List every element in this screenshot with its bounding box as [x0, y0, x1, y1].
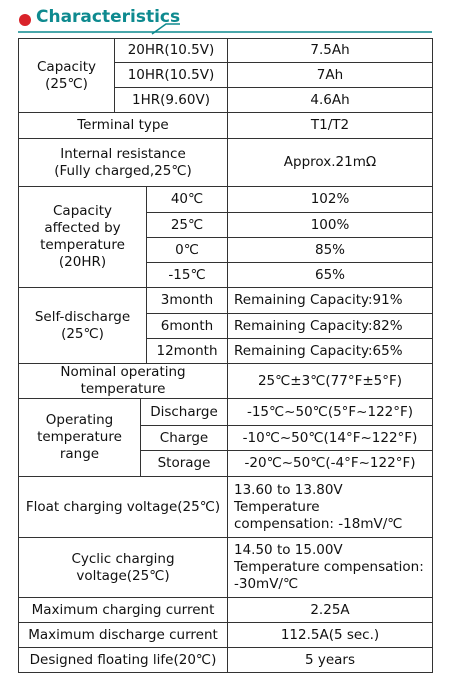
- cell-text: compensation: -18mV/℃: [234, 515, 403, 532]
- cell-text: Operating: [45, 412, 114, 428]
- value: 4.6Ah: [227, 87, 433, 113]
- cell-text: affected by: [44, 220, 121, 236]
- cell-text: Maximum discharge current: [28, 626, 218, 643]
- value: Remaining Capacity:91%: [227, 287, 433, 314]
- value: 65%: [227, 262, 433, 288]
- value: 102%: [227, 186, 433, 213]
- cell-text: (20HR): [58, 254, 107, 270]
- sub-label: 6month: [146, 313, 228, 339]
- cell-text: Capacity: [37, 58, 96, 75]
- section-label: Maximum discharge current: [18, 622, 228, 648]
- title: Characteristics: [36, 7, 181, 27]
- cell-text: (25℃): [61, 325, 104, 342]
- value: 7.5Ah: [227, 38, 433, 63]
- cell-text: Float charging voltage(25℃): [25, 498, 221, 515]
- cell-text: Terminal type: [77, 117, 169, 133]
- value: Approx.21mΩ: [227, 138, 433, 187]
- value: 14.50 to 15.00V Temperature compensation:…: [227, 537, 433, 598]
- cell-text: Nominal operating: [60, 364, 186, 380]
- value: -10℃~50℃(14°F~122°F): [227, 425, 433, 451]
- cell-text: 5 years: [304, 651, 356, 668]
- sub-label: 3month: [146, 287, 228, 314]
- bullet: [19, 14, 31, 26]
- section-label: Capacity affected by temperature (20HR): [18, 186, 147, 288]
- cell-text: T1/T2: [310, 117, 350, 133]
- value: 100%: [227, 212, 433, 238]
- section-label: Designed floating life(20℃): [18, 647, 228, 673]
- section-label: Operating temperature range: [18, 398, 141, 477]
- cell-text: 14.50 to 15.00V: [234, 542, 343, 558]
- sub-label: 10HR(10.5V): [114, 62, 228, 88]
- cell-text: Maximum charging current: [31, 601, 215, 618]
- sub-label: 40℃: [146, 186, 228, 213]
- value: 2.25A: [227, 597, 433, 623]
- value: Remaining Capacity:82%: [227, 313, 433, 339]
- section-label: Maximum charging current: [18, 597, 228, 623]
- sub-label: 12month: [146, 338, 228, 364]
- section-label: Terminal type: [18, 112, 228, 139]
- value: -20℃~50℃(-4°F~122°F): [227, 450, 433, 477]
- cell-text: Capacity: [53, 203, 112, 219]
- cell-text: 2.25A: [310, 601, 350, 618]
- underline-notch: [151, 23, 180, 35]
- value: 85%: [227, 237, 433, 263]
- cell-text: 13.60 to 13.80V Temperature: [234, 481, 343, 515]
- sub-label: 1HR(9.60V): [114, 87, 228, 113]
- section-label: Nominal operating temperature: [18, 363, 228, 399]
- cell-text: 112.5A(5 sec.): [280, 626, 380, 643]
- cell-text: range: [59, 446, 100, 462]
- cell-text: (Fully charged,25℃): [54, 162, 192, 179]
- cell-text: temperature: [80, 381, 166, 397]
- header-decoration: [18, 14, 432, 35]
- sub-label: 20HR(10.5V): [114, 38, 228, 63]
- value: 25℃±3℃(77°F±5°F): [227, 363, 433, 399]
- cell-text: Temperature compensation:: [234, 559, 424, 575]
- value: 112.5A(5 sec.): [227, 622, 433, 648]
- value: Remaining Capacity:65%: [227, 338, 433, 364]
- sub-label: Discharge: [140, 398, 228, 426]
- sub-label: Charge: [140, 425, 228, 451]
- cell-text: 25℃±3℃(77°F±5°F): [257, 372, 403, 389]
- cell-text: (25℃): [45, 75, 88, 92]
- value: -15℃~50℃(5°F~122°F): [227, 398, 433, 426]
- sub-label: Storage: [140, 450, 228, 477]
- section-label: Cyclic charging voltage(25℃): [18, 537, 228, 598]
- value: 13.60 to 13.80V Temperature compensation:…: [227, 476, 433, 538]
- sub-label: -15℃: [146, 262, 228, 288]
- cell-text: temperature: [40, 237, 125, 253]
- section-label: Capacity (25℃): [18, 38, 115, 113]
- cell-text: Approx.21mΩ: [283, 154, 377, 170]
- sub-label: 25℃: [146, 212, 228, 238]
- section-label: Float charging voltage(25℃): [18, 476, 228, 538]
- cell-text: Internal resistance: [60, 145, 186, 162]
- cell-text: Designed floating life(20℃): [29, 651, 217, 668]
- cell-text: -30mV/℃: [234, 576, 299, 592]
- value: 5 years: [227, 647, 433, 673]
- value: T1/T2: [227, 112, 433, 139]
- section-label: Internal resistance (Fully charged,25℃): [18, 138, 228, 187]
- value: 7Ah: [227, 62, 433, 88]
- section-label: Self-discharge (25℃): [18, 287, 147, 364]
- cell-text: Self-discharge: [34, 308, 131, 325]
- cell-text: temperature: [37, 429, 122, 445]
- cell-text: Cyclic charging voltage(25℃): [71, 550, 175, 584]
- sub-label: 0℃: [146, 237, 228, 263]
